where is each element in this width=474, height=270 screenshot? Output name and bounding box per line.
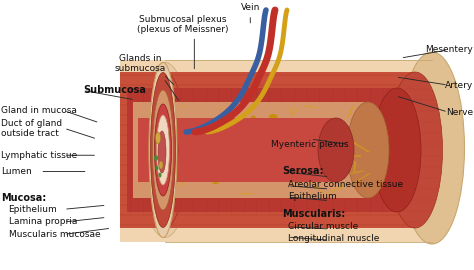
Ellipse shape — [216, 133, 223, 138]
Ellipse shape — [150, 102, 180, 198]
Text: Myenteric plexus: Myenteric plexus — [271, 140, 348, 149]
Ellipse shape — [400, 52, 465, 244]
Text: Longitudinal muscle: Longitudinal muscle — [288, 234, 380, 243]
Text: Lymphatic tissue: Lymphatic tissue — [1, 151, 78, 160]
Ellipse shape — [158, 173, 162, 177]
Text: Mucosa:: Mucosa: — [1, 193, 46, 204]
Bar — [127, 88, 397, 212]
Bar — [133, 102, 368, 198]
Ellipse shape — [233, 125, 238, 131]
Ellipse shape — [347, 102, 389, 198]
Text: Submucosa: Submucosa — [83, 85, 146, 96]
Ellipse shape — [155, 166, 158, 170]
Text: Epithelium: Epithelium — [9, 205, 57, 214]
Text: Glands in
submucosa: Glands in submucosa — [114, 54, 165, 73]
Ellipse shape — [217, 150, 224, 157]
Ellipse shape — [155, 104, 172, 196]
Text: Lamina propria: Lamina propria — [9, 217, 77, 227]
Ellipse shape — [388, 72, 443, 228]
Ellipse shape — [153, 90, 173, 210]
Text: Gland in mucosa: Gland in mucosa — [1, 106, 77, 115]
Ellipse shape — [212, 180, 219, 184]
Ellipse shape — [250, 116, 256, 122]
Bar — [138, 118, 336, 182]
Ellipse shape — [315, 134, 324, 141]
Text: Artery: Artery — [445, 80, 473, 90]
Text: Circular muscle: Circular muscle — [288, 222, 358, 231]
Ellipse shape — [324, 169, 329, 175]
Ellipse shape — [269, 114, 278, 120]
Ellipse shape — [225, 171, 233, 178]
Text: Lumen: Lumen — [1, 167, 32, 176]
Ellipse shape — [147, 88, 182, 212]
Text: Mesentery: Mesentery — [425, 45, 473, 55]
Text: Submucosal plexus
(plexus of Meissner): Submucosal plexus (plexus of Meissner) — [137, 15, 228, 34]
Text: Serosa:: Serosa: — [282, 166, 324, 177]
Bar — [120, 72, 415, 228]
Ellipse shape — [144, 72, 186, 228]
Ellipse shape — [216, 135, 224, 141]
Ellipse shape — [220, 121, 229, 126]
Text: Nerve: Nerve — [446, 107, 473, 117]
Ellipse shape — [139, 62, 191, 238]
Text: Duct of gland
outside tract: Duct of gland outside tract — [1, 119, 63, 138]
Text: Areolar connective tissue: Areolar connective tissue — [288, 180, 403, 190]
Text: Muscularis:: Muscularis: — [282, 209, 345, 219]
Ellipse shape — [158, 131, 166, 173]
Ellipse shape — [149, 62, 177, 238]
Text: Epithelium: Epithelium — [288, 192, 337, 201]
Ellipse shape — [154, 155, 158, 161]
Ellipse shape — [159, 161, 163, 169]
Text: Vein: Vein — [241, 3, 260, 12]
Ellipse shape — [318, 118, 354, 182]
Ellipse shape — [151, 73, 175, 228]
Bar — [120, 60, 425, 242]
Ellipse shape — [213, 146, 223, 151]
Ellipse shape — [152, 118, 178, 182]
Ellipse shape — [373, 88, 421, 212]
Ellipse shape — [155, 132, 161, 144]
Text: Muscularis mucosae: Muscularis mucosae — [9, 230, 100, 239]
Ellipse shape — [156, 115, 170, 185]
